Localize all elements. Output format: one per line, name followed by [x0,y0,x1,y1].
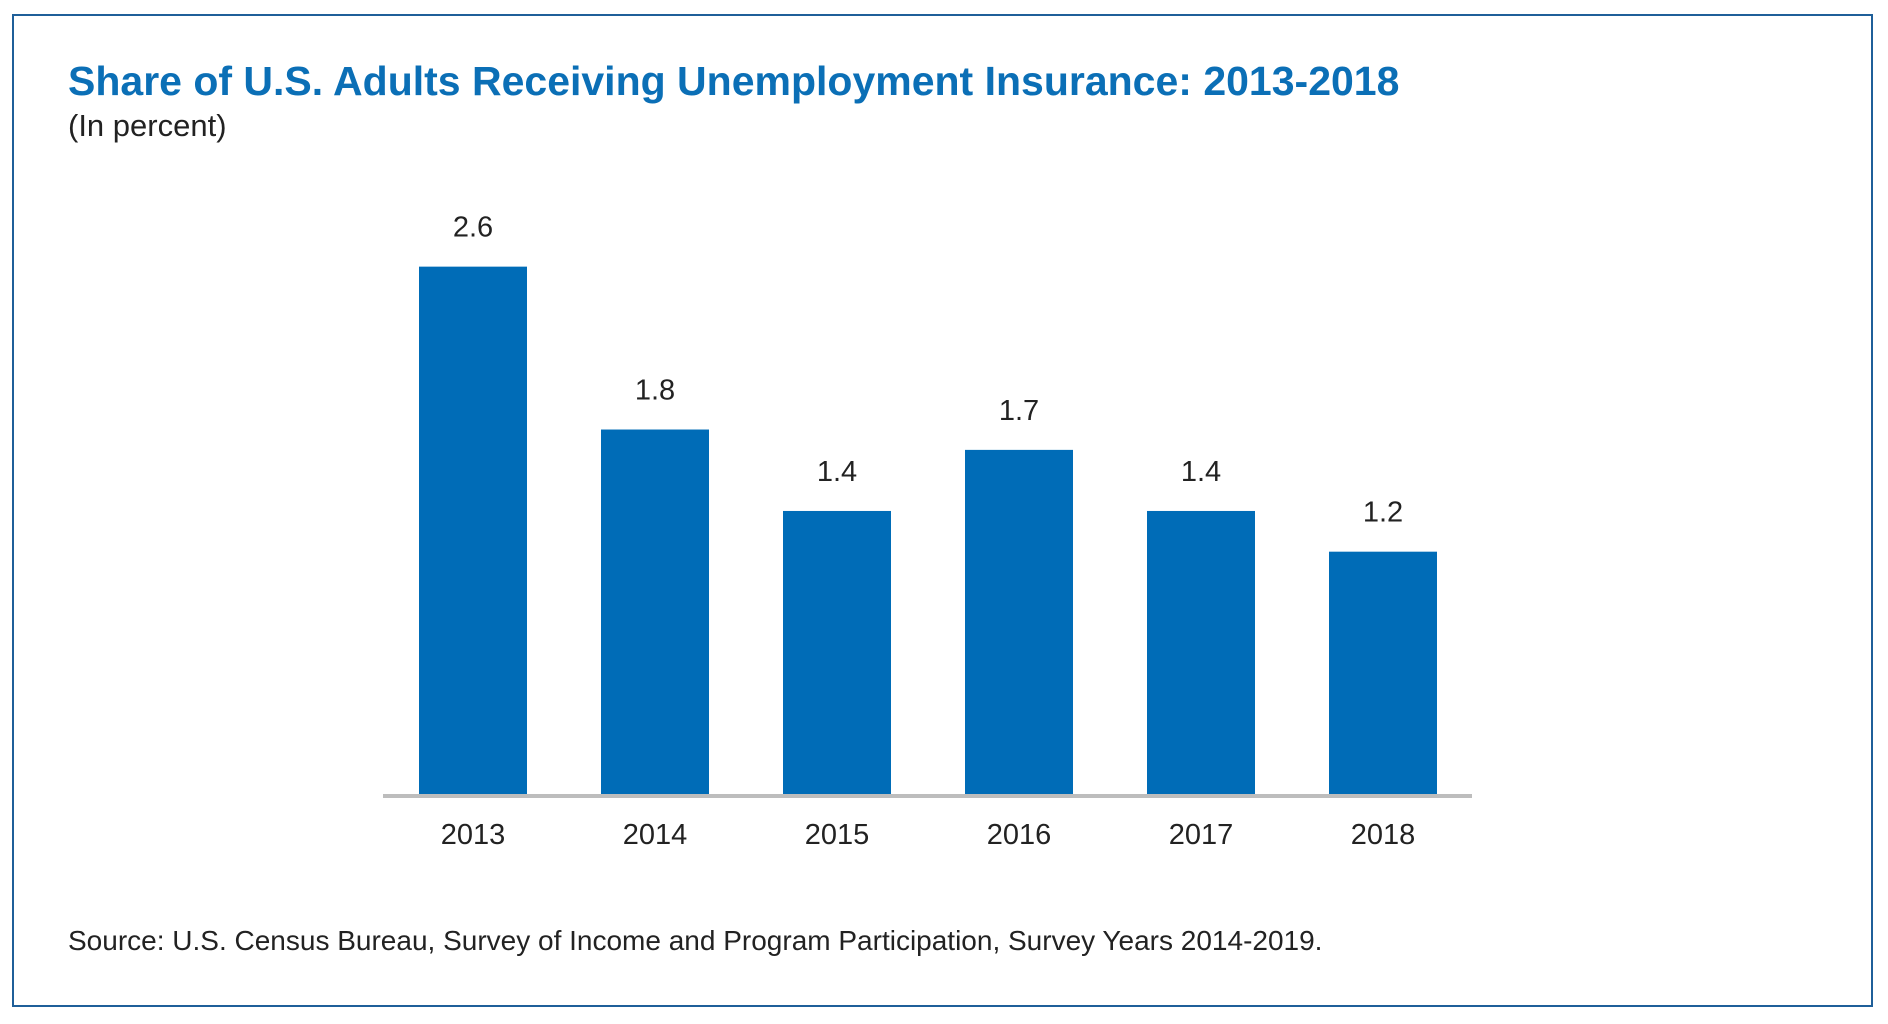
bar-2017 [1147,510,1255,796]
bar-2016 [965,449,1073,796]
x-tick-label-2013: 2013 [441,819,506,851]
x-tick-label-2018: 2018 [1351,819,1416,851]
chart-frame [12,14,1873,1007]
x-tick-label-2014: 2014 [623,819,688,851]
source-note: Source: U.S. Census Bureau, Survey of In… [68,925,1323,956]
x-tick-label-2015: 2015 [805,819,870,851]
chart-subtitle: (In percent) [68,108,227,143]
bar-2018 [1329,551,1437,796]
data-label-2017: 1.4 [1181,456,1221,488]
chart-title: Share of U.S. Adults Receiving Unemploym… [68,58,1400,104]
x-tick-label-2016: 2016 [987,819,1052,851]
bar-2015 [783,510,891,796]
bar-2013 [419,266,527,796]
data-label-2015: 1.4 [817,456,857,488]
bar-2014 [601,429,709,796]
data-label-2016: 1.7 [999,395,1039,427]
data-label-2013: 2.6 [453,212,493,244]
x-tick-label-2017: 2017 [1169,819,1234,851]
data-label-2014: 1.8 [635,375,675,407]
data-label-2018: 1.2 [1363,497,1403,529]
